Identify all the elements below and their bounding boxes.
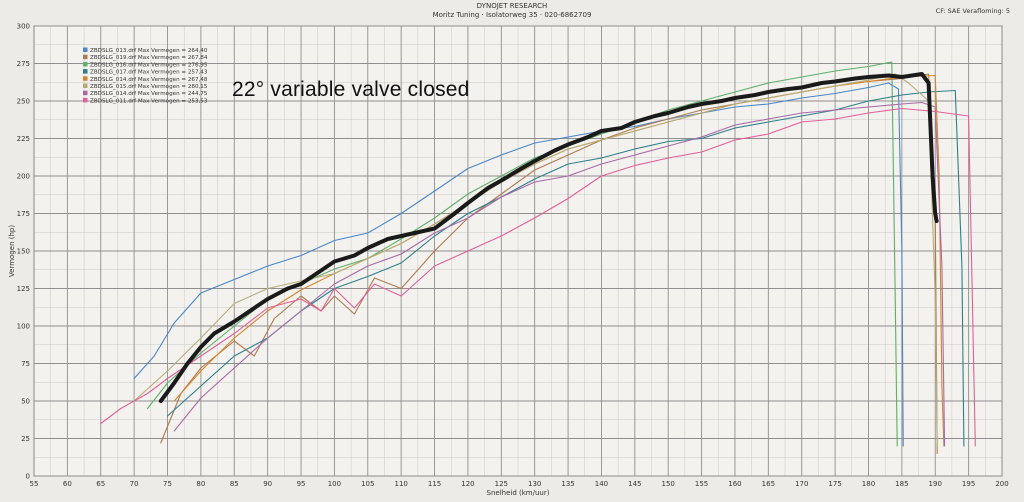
legend-swatch	[83, 76, 88, 81]
x-tick-label: 155	[695, 480, 708, 488]
y-tick-label: 250	[17, 98, 30, 106]
x-tick-label: 120	[461, 480, 474, 488]
x-tick-label: 185	[895, 480, 908, 488]
legend-swatch	[83, 90, 88, 96]
y-tick-label: 200	[17, 173, 30, 181]
x-tick-label: 65	[96, 480, 105, 488]
legend-swatch	[83, 83, 88, 88]
x-tick-label: 150	[662, 480, 675, 488]
legend-label: ZBDSLG_013.drf Max Vermogen = 264,40	[90, 48, 208, 54]
x-tick-label: 200	[995, 480, 1008, 488]
series-line-8	[100, 107, 976, 447]
legend-swatch	[83, 54, 88, 60]
x-tick-label: 125	[495, 480, 508, 488]
y-axis-label: Vermogen (hp)	[8, 225, 16, 277]
x-tick-label: 180	[862, 480, 875, 488]
legend-label: ZBDSLG_015.drf Max Vermogen = 280,15	[90, 84, 208, 90]
x-tick-label: 165	[762, 480, 775, 488]
address-header: Moritz Tuning · Isolatorweg 35 · 020-686…	[432, 11, 592, 19]
y-tick-label: 0	[26, 473, 30, 481]
x-tick-label: 75	[163, 480, 172, 488]
x-tick-label: 135	[561, 480, 574, 488]
legend-label: ZBDSLG_011.drf Max Vermogen = 253,53	[90, 98, 208, 104]
x-tick-label: 80	[196, 480, 205, 488]
y-tick-label: 175	[17, 210, 30, 218]
x-tick-label: 105	[361, 480, 374, 488]
x-tick-label: 140	[595, 480, 608, 488]
legend-label: ZBDSLG_016.drf Max Vermogen = 276,95	[90, 62, 208, 68]
y-tick-label: 100	[17, 323, 30, 331]
x-tick-label: 160	[728, 480, 741, 488]
x-tick-label: 170	[795, 480, 808, 488]
y-tick-label: 25	[21, 435, 30, 443]
y-tick-label: 275	[17, 60, 30, 68]
y-tick-label: 225	[17, 135, 30, 143]
legend-swatch	[83, 69, 88, 74]
company-header: DYNOJET RESEARCH	[476, 2, 548, 10]
highlighted-run-line	[158, 72, 939, 403]
y-tick-label: 50	[21, 398, 30, 406]
x-tick-label: 85	[230, 480, 239, 488]
legend-label: ZBDSLG_014.drf Max Vermogen = 267,48	[90, 77, 208, 83]
x-tick-label: 55	[30, 480, 39, 488]
x-tick-label: 130	[528, 480, 541, 488]
y-tick-label: 125	[17, 285, 30, 293]
legend-swatch	[83, 97, 88, 103]
x-tick-label: 95	[297, 480, 306, 488]
x-tick-label: 90	[263, 480, 272, 488]
x-axis-label: Snelheid (km/uur)	[487, 489, 550, 497]
x-tick-label: 70	[130, 480, 139, 488]
chart-annotation: 22° variable valve closed	[232, 78, 470, 101]
x-tick-label: 175	[828, 480, 841, 488]
series-line-7	[173, 101, 946, 447]
y-tick-label: 75	[21, 360, 30, 368]
x-tick-label: 195	[962, 480, 975, 488]
y-tick-label: 150	[17, 248, 30, 256]
legend-label: ZBDSLG_014.drf Max Vermogen = 244,75	[90, 91, 208, 97]
legend-swatch	[83, 47, 88, 52]
x-tick-label: 110	[394, 480, 407, 488]
series-line-1	[133, 82, 904, 447]
legend-label: ZBDSLG_019.drf Max Vermogen = 267,84	[90, 55, 208, 61]
y-tick-label: 300	[17, 23, 30, 31]
series-line-4	[166, 89, 965, 447]
legend-swatch	[83, 61, 88, 67]
x-tick-label: 100	[328, 480, 341, 488]
x-tick-label: 145	[628, 480, 641, 488]
legend-label: ZBDSLG_017.drf Max Vermogen = 257,43	[90, 70, 208, 76]
correction-factor-label: CF: SAE Verafloming: 5	[935, 7, 1010, 15]
x-tick-label: 190	[929, 480, 942, 488]
x-tick-label: 60	[63, 480, 72, 488]
x-tick-label: 115	[428, 480, 441, 488]
